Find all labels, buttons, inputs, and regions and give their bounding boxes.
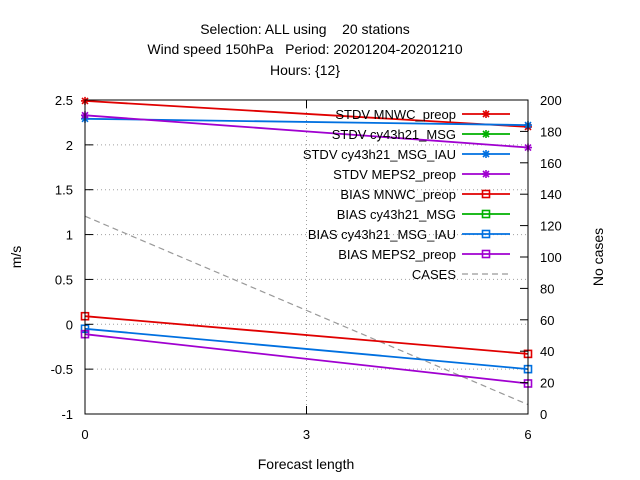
legend-marker-5 <box>481 209 491 219</box>
y-tick-label-7: 2.5 <box>55 93 73 108</box>
y2-tick-label-3: 60 <box>540 313 554 328</box>
y2-tick-label-6: 120 <box>540 219 562 234</box>
y2-tick-label-1: 20 <box>540 376 554 391</box>
title-line-2: Wind speed 150hPa Period: 20201204-20201… <box>147 41 462 57</box>
x-tick-label-1: 3 <box>303 427 310 442</box>
legend: STDV MNWC_preop STDV cy43h21_MSG STDV cy43… <box>303 107 510 282</box>
series-line-0 <box>84 100 529 128</box>
series-line-3 <box>84 114 529 149</box>
series-line-7 <box>84 333 529 385</box>
y2-tick-label-8: 160 <box>540 156 562 171</box>
legend-label-7: BIAS MEPS2_preop <box>338 247 456 262</box>
y2-tick-label-5: 100 <box>540 250 562 265</box>
grid <box>85 100 528 414</box>
legend-item-1: STDV cy43h21_MSG <box>332 127 510 142</box>
legend-marker-6 <box>481 229 491 239</box>
legend-label-3: STDV MEPS2_preop <box>333 167 456 182</box>
y-tick-label-0: -1 <box>61 407 73 422</box>
legend-marker-1 <box>482 130 490 138</box>
legend-label-8: CASES <box>412 267 456 282</box>
y2-axis-label: No cases <box>590 228 606 286</box>
axis-ticks: -1-0.500.511.522.50 3 60204060801001201401… <box>51 93 562 442</box>
title-line-3: Hours: {12} <box>270 62 340 78</box>
legend-marker-7 <box>481 249 491 259</box>
y2-tick-label-9: 180 <box>540 124 562 139</box>
legend-item-2: STDV cy43h21_MSG_IAU <box>303 147 510 162</box>
legend-marker-0 <box>482 110 490 118</box>
y-tick-label-4: 1 <box>66 228 73 243</box>
legend-marker-3 <box>482 170 490 178</box>
series-line-8 <box>84 215 529 406</box>
legend-item-4: BIAS MNWC_preop <box>340 187 510 202</box>
legend-label-4: BIAS MNWC_preop <box>340 187 456 202</box>
legend-item-5: BIAS cy43h21_MSG <box>337 207 510 222</box>
x-axis-label: Forecast length <box>258 456 355 472</box>
legend-marker-4 <box>481 189 491 199</box>
legend-marker-2 <box>482 150 490 158</box>
x-tick-label-2: 6 <box>524 427 531 442</box>
y-tick-label-6: 2 <box>66 138 73 153</box>
legend-label-1: STDV cy43h21_MSG <box>332 127 456 142</box>
legend-label-0: STDV MNWC_preop <box>335 107 456 122</box>
chart-title: Selection: ALL using 20 stations Wind sp… <box>147 21 462 78</box>
title-line-1: Selection: ALL using 20 stations <box>200 21 410 37</box>
y-axis-label: m/s <box>8 246 24 269</box>
cases-series <box>84 215 529 406</box>
y-tick-label-2: 0 <box>66 317 73 332</box>
legend-label-2: STDV cy43h21_MSG_IAU <box>303 147 456 162</box>
legend-label-6: BIAS cy43h21_MSG_IAU <box>308 227 456 242</box>
y2-tick-label-7: 140 <box>540 187 562 202</box>
y2-tick-label-10: 200 <box>540 93 562 108</box>
legend-item-7: BIAS MEPS2_preop <box>338 247 510 262</box>
series-line-6 <box>84 327 529 370</box>
data-series <box>80 96 533 388</box>
legend-item-3: STDV MEPS2_preop <box>333 167 510 182</box>
y2-tick-label-0: 0 <box>540 407 547 422</box>
series-line-4 <box>84 315 529 355</box>
legend-item-0: STDV MNWC_preop <box>335 107 510 122</box>
y2-tick-label-2: 40 <box>540 344 554 359</box>
y2-tick-label-4: 80 <box>540 281 554 296</box>
legend-item-8: CASES <box>412 267 510 282</box>
x-tick-label-0: 0 <box>81 427 88 442</box>
y-tick-label-1: -0.5 <box>51 362 73 377</box>
legend-label-5: BIAS cy43h21_MSG <box>337 207 456 222</box>
y-tick-label-5: 1.5 <box>55 183 73 198</box>
y-tick-label-3: 0.5 <box>55 272 73 287</box>
legend-item-6: BIAS cy43h21_MSG_IAU <box>308 227 510 242</box>
